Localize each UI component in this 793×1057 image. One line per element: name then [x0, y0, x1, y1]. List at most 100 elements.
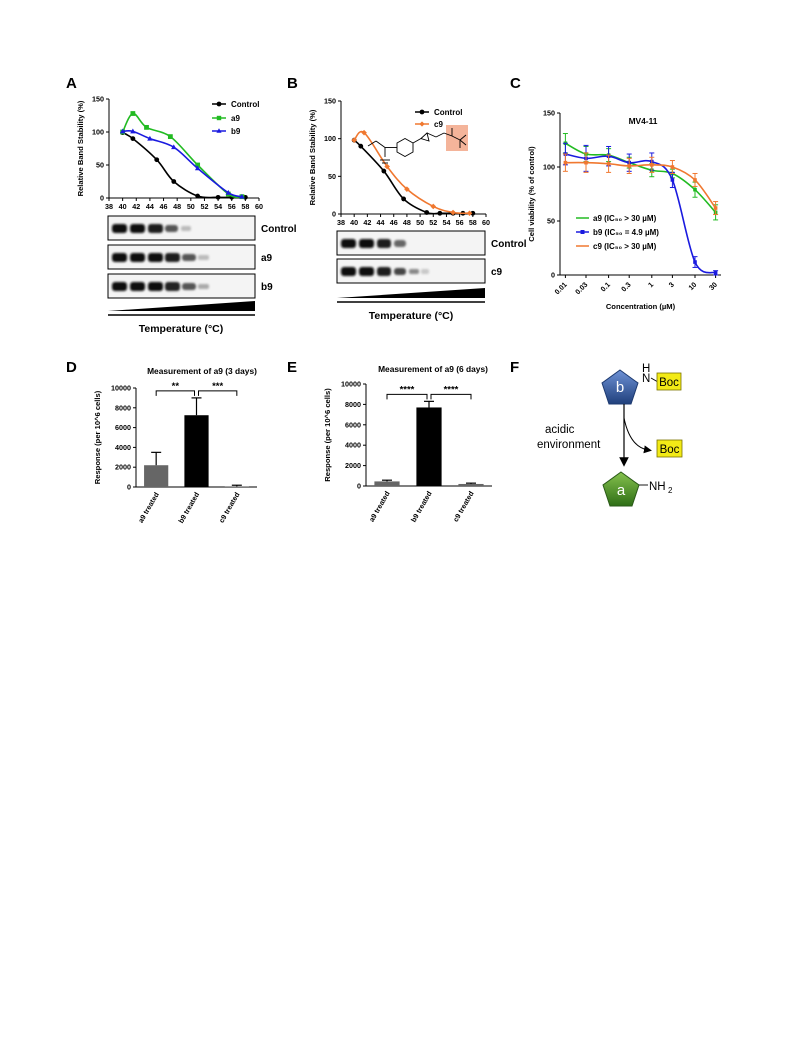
x-tick-label: 56	[228, 202, 236, 211]
data-point	[693, 260, 697, 264]
y-tick-label: 8000	[345, 400, 361, 409]
data-point	[693, 187, 697, 192]
temperature-wedge-b	[337, 288, 485, 298]
bar	[374, 481, 400, 486]
data-point	[627, 164, 632, 168]
y-tick-label: 150	[324, 97, 336, 106]
boc-label-1: Boc	[659, 377, 679, 389]
condition-line-1: acidic	[545, 424, 575, 436]
significance-label: ****	[400, 384, 415, 395]
legend-label: Control	[434, 108, 462, 117]
x-tick-label: 1	[646, 280, 655, 289]
temperature-label-a: Temperature (°C)	[139, 323, 224, 335]
y-tick-label: 100	[543, 163, 555, 172]
condition-line-2: environment	[537, 439, 601, 451]
panel-label-d: D	[66, 359, 77, 376]
legend-label: c9 (IC₅₀ > 30 µM)	[593, 242, 657, 251]
data-point	[119, 128, 126, 134]
legend-label: a9 (IC₅₀ > 30 µM)	[593, 214, 657, 223]
c9-structure-diagram	[367, 125, 468, 164]
bar	[224, 486, 249, 487]
data-point	[225, 189, 232, 195]
x-tick-label: 54	[214, 202, 222, 211]
x-tick-label: 50	[416, 218, 424, 227]
legend-c9-c: c9 (IC₅₀ > 30 µM)	[576, 242, 657, 251]
x-axis-label: Concentration (µM)	[606, 302, 676, 311]
series-line	[353, 139, 473, 215]
x-tick-label: b9 treated	[409, 490, 434, 524]
x-tick-label: 50	[187, 202, 195, 211]
legend-a9-a: a9	[212, 114, 240, 123]
legend-label: c9	[434, 120, 443, 129]
panel-label-a: A	[66, 75, 77, 92]
x-tick-label: 60	[255, 202, 263, 211]
data-point	[130, 128, 136, 134]
x-tick-label: c9 treated	[217, 491, 242, 525]
y-tick-label: 50	[547, 217, 555, 226]
data-point	[171, 179, 177, 184]
data-point	[384, 163, 390, 170]
data-point	[606, 161, 611, 166]
x-tick-label: 58	[241, 202, 249, 211]
y-tick-label: 100	[92, 128, 104, 137]
x-tick-label: 42	[132, 202, 140, 211]
panel-b-blots: Control c9 Temperature (°C)	[336, 230, 527, 322]
x-tick-label: 10	[686, 280, 698, 292]
y-tick-label: 8000	[115, 403, 131, 412]
significance-bracket	[386, 393, 428, 400]
data-point	[194, 165, 201, 171]
pentagon-a	[602, 471, 640, 507]
boc-box-1	[656, 372, 682, 391]
panel-label-c: C	[510, 75, 521, 92]
y-tick-label: 4000	[115, 443, 131, 452]
significance-bracket	[198, 390, 238, 396]
blot-label-a9: a9	[261, 253, 273, 264]
x-tick-label: 0.01	[553, 280, 569, 296]
blot-label-c9: c9	[491, 267, 503, 278]
panel-b-chart: 0 50 100 150 38 40 42 44 46 48 50 52 54 56 58 60 Relativ…	[308, 97, 490, 228]
data-point	[466, 210, 473, 217]
x-tick-label: 48	[173, 202, 181, 211]
data-point	[154, 157, 160, 163]
y-tick-label: 2000	[115, 463, 131, 472]
x-tick-label: 0.03	[573, 280, 589, 296]
data-point	[649, 163, 654, 167]
data-point	[430, 203, 437, 210]
bar	[144, 465, 169, 487]
pentagon-a-label: a	[617, 482, 626, 499]
y-axis-label: Response (per 10^6 cells)	[93, 390, 102, 484]
x-tick-label: 56	[456, 218, 464, 227]
legend-label: Control	[231, 100, 259, 109]
data-point	[171, 144, 177, 150]
y-tick-label: 0	[551, 271, 555, 280]
y-tick-label: 150	[92, 95, 104, 104]
y-axis-label: Response (per 10^6 cells)	[323, 388, 332, 482]
data-point	[361, 129, 367, 136]
boc-box-2	[656, 439, 683, 458]
series-line	[565, 161, 717, 209]
x-tick-label: 44	[146, 202, 154, 211]
panel-b-legend: Control c9	[415, 108, 462, 129]
panel-d-chart: 0 2000 4000 6000 8000 10000 Response (per 10^6…	[93, 381, 257, 525]
pentagon-b-label: b	[616, 379, 624, 396]
blot-label-b9: b9	[261, 282, 273, 293]
data-point	[130, 111, 136, 116]
y-tick-label: 150	[543, 109, 555, 118]
panel-e-chart: 0 2000 4000 6000 8000 10000 Response (per 10^6…	[323, 380, 492, 524]
data-point	[195, 162, 201, 168]
x-tick-label: 48	[403, 218, 411, 227]
data-point	[670, 165, 675, 169]
x-tick-label: 58	[469, 218, 477, 227]
amine-h: H	[642, 363, 650, 375]
data-point	[144, 124, 149, 130]
temperature-label-b: Temperature (°C)	[369, 310, 454, 322]
x-tick-label: a9 treated	[136, 491, 161, 525]
legend-label: b9 (IC₅₀ = 4.9 µM)	[593, 228, 659, 237]
x-tick-label: c9 treated	[451, 490, 476, 524]
x-tick-label: 40	[350, 218, 358, 227]
series-line	[121, 112, 243, 198]
data-point	[147, 135, 153, 141]
significance-label: **	[172, 381, 180, 392]
data-point	[239, 193, 245, 199]
